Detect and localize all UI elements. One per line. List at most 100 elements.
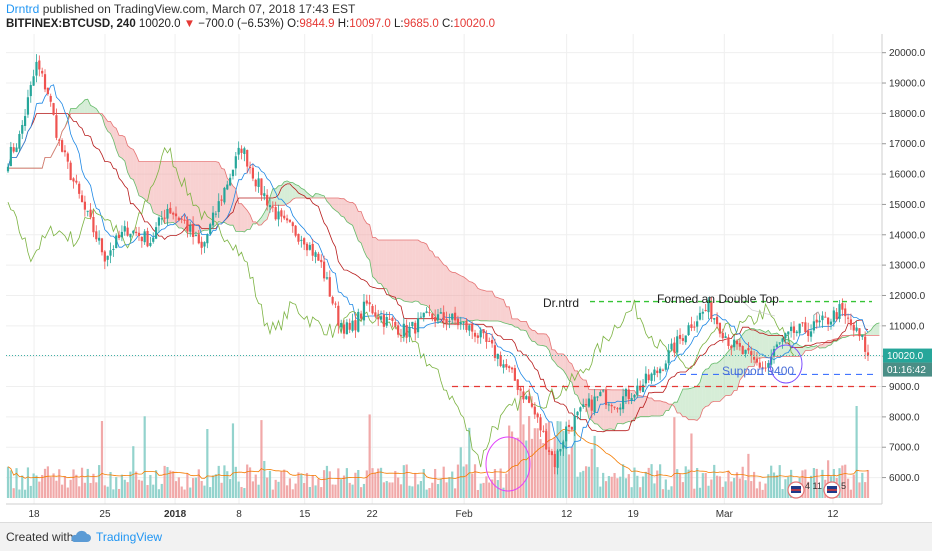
candle-body bbox=[369, 302, 371, 304]
candle-body bbox=[591, 400, 593, 411]
candle-body bbox=[642, 385, 644, 392]
volume-bar bbox=[673, 417, 675, 498]
created-with-label: Created with bbox=[6, 530, 73, 544]
candle-body bbox=[781, 338, 783, 341]
volume-bar bbox=[776, 475, 778, 498]
candle-body bbox=[633, 395, 635, 397]
volume-bar bbox=[488, 483, 490, 498]
cloud-segment bbox=[392, 240, 395, 300]
volume-bar bbox=[360, 487, 362, 498]
volume-bar bbox=[505, 474, 507, 498]
cloud-segment bbox=[532, 330, 535, 341]
cloud-segment bbox=[691, 387, 694, 419]
candle-body bbox=[454, 313, 456, 321]
cloud-segment bbox=[244, 207, 247, 232]
volume-bar bbox=[186, 474, 188, 498]
cloud-segment bbox=[398, 240, 401, 299]
volume-bar bbox=[84, 483, 86, 498]
x-tick-label: Feb bbox=[456, 509, 474, 520]
volume-bar bbox=[249, 467, 251, 498]
cloud-segment bbox=[617, 390, 620, 424]
volume-bar bbox=[662, 489, 664, 498]
cloud-segment bbox=[373, 237, 376, 279]
volume-bar bbox=[275, 480, 277, 498]
x-tick-label: Mar bbox=[716, 509, 734, 520]
cloud-segment bbox=[122, 135, 125, 161]
volume-bar bbox=[685, 466, 687, 498]
volume-bar bbox=[175, 481, 177, 498]
cloud-segment bbox=[768, 330, 771, 357]
volume-bar bbox=[132, 446, 134, 498]
cloud-segment bbox=[703, 369, 706, 409]
volume-bar bbox=[181, 487, 183, 498]
candle-body bbox=[55, 115, 57, 138]
candle bbox=[52, 103, 54, 116]
volume-bar bbox=[183, 490, 185, 498]
candle-body bbox=[47, 88, 49, 94]
volume-bar bbox=[232, 423, 234, 498]
candle-body bbox=[443, 312, 445, 320]
candle-body bbox=[240, 149, 242, 153]
volume-bar bbox=[198, 469, 200, 498]
candle-body bbox=[183, 220, 185, 221]
cloud-segment bbox=[358, 211, 361, 243]
candle-body bbox=[107, 256, 109, 260]
cloud-segment bbox=[580, 377, 583, 406]
candle-body bbox=[719, 323, 721, 334]
volume-bar bbox=[420, 481, 422, 498]
author-link[interactable]: Drntrd bbox=[6, 2, 39, 16]
volume-bar bbox=[55, 481, 57, 498]
candle-body bbox=[494, 345, 496, 358]
candle-body bbox=[323, 262, 325, 279]
candle-body bbox=[713, 318, 715, 319]
volume-bar bbox=[223, 465, 225, 498]
candle-body bbox=[827, 318, 829, 325]
volume-bar bbox=[220, 483, 222, 498]
volume-bar bbox=[144, 416, 146, 498]
close-label: C: bbox=[442, 18, 454, 30]
volume-bar bbox=[369, 414, 371, 498]
candle-body bbox=[115, 235, 117, 248]
candle-body bbox=[861, 335, 863, 337]
candle-body bbox=[836, 312, 838, 319]
candle-body bbox=[787, 332, 789, 335]
candle-body bbox=[497, 354, 499, 359]
y-tick-label: 19000.0 bbox=[889, 79, 926, 90]
volume-bar bbox=[340, 479, 342, 498]
open-label: O: bbox=[287, 18, 299, 30]
candle-body bbox=[289, 220, 291, 222]
cloud-segment bbox=[489, 291, 492, 321]
cloud-segment bbox=[415, 240, 418, 301]
volume-bar bbox=[406, 464, 408, 498]
cloud-segment bbox=[654, 401, 657, 416]
volume-bar bbox=[295, 484, 297, 498]
volume-bar bbox=[58, 469, 60, 498]
cloud-segment bbox=[583, 380, 586, 407]
cloud-segment bbox=[219, 162, 222, 222]
volume-bar bbox=[229, 479, 231, 498]
volume-bar bbox=[784, 479, 786, 498]
volume-bar bbox=[50, 477, 52, 498]
candle-body bbox=[574, 416, 576, 431]
volume-bar bbox=[394, 471, 396, 498]
cloud-segment bbox=[461, 276, 464, 322]
candle-body bbox=[81, 195, 83, 202]
candle-body bbox=[742, 346, 744, 354]
cloud-segment bbox=[501, 299, 504, 323]
tradingview-link[interactable]: TradingView bbox=[96, 530, 162, 544]
cloud-segment bbox=[401, 240, 404, 301]
candle-body bbox=[198, 234, 200, 243]
candle-body bbox=[317, 254, 319, 261]
candle-body bbox=[21, 125, 23, 134]
candle-body bbox=[386, 317, 388, 326]
cloud-segment bbox=[395, 240, 398, 300]
candle-body bbox=[670, 344, 672, 350]
volume-bar bbox=[522, 424, 524, 498]
candle-body bbox=[394, 322, 396, 326]
candle-body bbox=[275, 207, 277, 219]
volume-bar bbox=[693, 489, 695, 498]
cloud-segment bbox=[384, 240, 387, 289]
volume-bar bbox=[127, 482, 129, 498]
volume-bar bbox=[203, 486, 205, 498]
